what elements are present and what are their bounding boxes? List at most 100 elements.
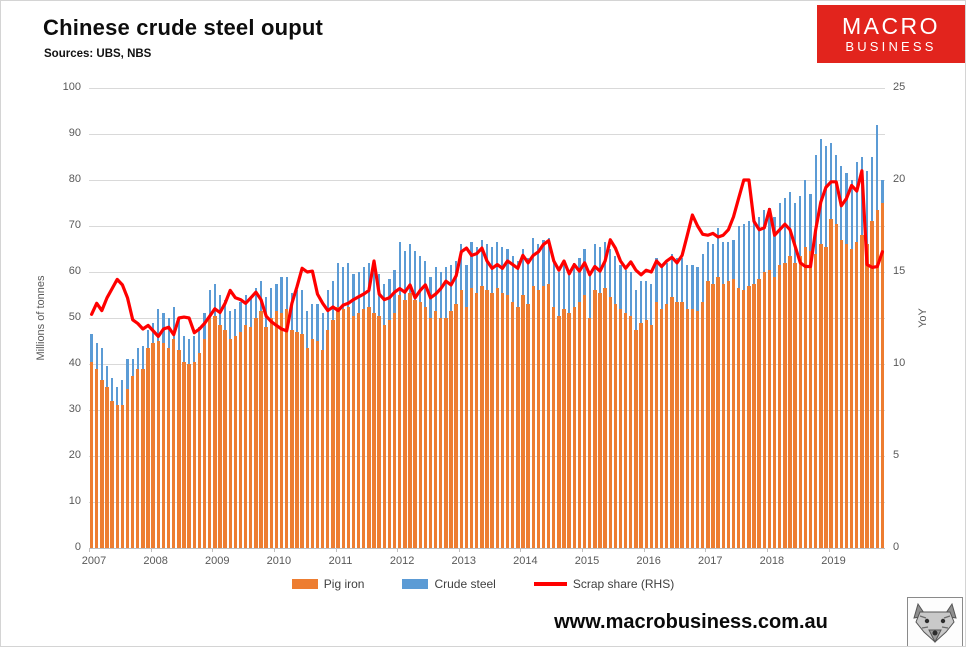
gridline	[89, 88, 885, 89]
pig-iron-bar	[254, 318, 258, 548]
pig-iron-bar	[824, 246, 828, 548]
pig-iron-bar	[367, 306, 371, 548]
pig-iron-bar	[644, 320, 648, 548]
pig-iron-bar	[629, 315, 633, 548]
pig-iron-bar	[238, 331, 243, 548]
pig-iron-bar	[469, 288, 474, 548]
pig-iron-bar	[490, 292, 494, 548]
pig-iron-bar	[793, 262, 797, 548]
pig-iron-bar	[546, 283, 551, 548]
x-tick-label-2019: 2019	[821, 555, 846, 567]
pig-iron-bar	[783, 262, 787, 548]
wolf-icon	[913, 602, 957, 643]
pig-iron-bar	[346, 306, 351, 548]
pig-iron-bar	[408, 292, 412, 548]
pig-iron-bar	[505, 295, 510, 548]
pig-iron-bar	[125, 389, 130, 548]
x-tick-label-2011: 2011	[328, 555, 353, 567]
pig-iron-bar	[829, 219, 833, 548]
pig-iron-bar	[844, 244, 849, 548]
pig-iron-bar	[839, 239, 844, 548]
pig-iron-bar	[151, 343, 155, 548]
pig-iron-bar	[320, 350, 325, 548]
x-axis-line	[89, 548, 885, 549]
pig-iron-bar	[207, 318, 212, 548]
pig-iron-bar	[593, 290, 597, 548]
logo-text-macro: MACRO	[841, 13, 941, 40]
pig-iron-bar	[331, 320, 335, 548]
y-left-tick-label: 50	[68, 311, 81, 323]
y-axis-title-left: Millions of tonnes	[35, 275, 47, 361]
legend-item-crude-steel: Crude steel	[402, 577, 496, 591]
pig-iron-bar	[860, 235, 864, 548]
pig-iron-bar	[336, 306, 340, 548]
pig-iron-bar	[762, 272, 766, 548]
pig-iron-bar	[249, 327, 253, 548]
pig-iron-bar	[130, 375, 135, 548]
pig-iron-bar	[659, 308, 664, 548]
pig-iron-bar	[634, 329, 638, 548]
pig-iron-bar	[495, 288, 499, 548]
gridline	[89, 180, 885, 181]
pig-iron-bar	[521, 295, 525, 548]
pig-iron-bar	[603, 288, 607, 548]
pig-iron-bar	[577, 301, 582, 548]
pig-iron-bar	[454, 304, 458, 548]
logo-text-business: BUSINESS	[845, 39, 937, 55]
pig-iron-bar	[285, 308, 289, 548]
pig-iron-bar	[613, 304, 618, 548]
pig-iron-bar	[418, 301, 422, 548]
x-axis-tick	[828, 548, 830, 552]
pig-iron-bar	[161, 343, 166, 548]
pig-iron-bar	[680, 301, 684, 548]
pig-iron-bar	[731, 278, 736, 548]
pig-iron-bar	[685, 308, 689, 548]
pig-iron-bar	[141, 368, 145, 548]
pig-iron-bar	[372, 313, 376, 548]
pig-iron-bar	[120, 405, 125, 548]
pig-iron-bar	[356, 313, 361, 548]
pig-iron-bar	[752, 283, 756, 548]
pig-iron-bar	[582, 295, 587, 548]
gridline	[89, 226, 885, 227]
pig-iron-bar	[695, 311, 700, 548]
pig-iron-bar	[295, 331, 299, 548]
pig-iron-bar	[803, 246, 808, 548]
legend-item-pig-iron: Pig iron	[291, 577, 364, 591]
y-right-tick-label: 10	[893, 357, 906, 369]
y-left-tick-label: 40	[68, 357, 81, 369]
x-axis-tick	[643, 548, 645, 552]
pig-iron-bar	[223, 329, 227, 548]
legend-label-crude-steel: Crude steel	[434, 577, 496, 591]
x-tick-label-2014: 2014	[513, 555, 538, 567]
x-tick-label-2016: 2016	[636, 555, 661, 567]
pig-iron-bar	[588, 318, 592, 548]
pig-iron-bar	[721, 283, 725, 548]
pig-iron-bar	[639, 322, 643, 548]
pig-iron-bar	[819, 244, 823, 548]
pig-iron-bar	[100, 380, 104, 548]
pig-iron-bar	[218, 324, 222, 548]
y-right-tick-label: 15	[893, 265, 906, 277]
x-axis-tick	[520, 548, 522, 552]
y-left-tick-label: 10	[68, 495, 81, 507]
y-right-tick-label: 20	[893, 173, 906, 185]
pig-iron-bar	[274, 311, 279, 548]
pig-iron-bar	[567, 313, 571, 548]
pig-iron-bar	[772, 276, 777, 548]
chart-sources: Sources: UBS, NBS	[44, 48, 152, 60]
pig-iron-bar	[742, 290, 746, 548]
pig-iron-bar	[778, 265, 782, 548]
pig-iron-bar	[788, 255, 792, 548]
chart-title: Chinese crude steel ouput	[43, 15, 324, 40]
pig-iron-bar	[177, 350, 181, 548]
scrap-share-line	[89, 169, 885, 338]
x-tick-label-2013: 2013	[451, 555, 476, 567]
y-axis-title-right: YoY	[917, 308, 929, 328]
x-axis-tick	[582, 548, 583, 552]
y-left-tick-label: 0	[74, 541, 81, 553]
x-axis-tick	[705, 548, 707, 552]
scrap-share-line-layer	[89, 169, 885, 338]
pig-iron-bar	[192, 361, 196, 548]
